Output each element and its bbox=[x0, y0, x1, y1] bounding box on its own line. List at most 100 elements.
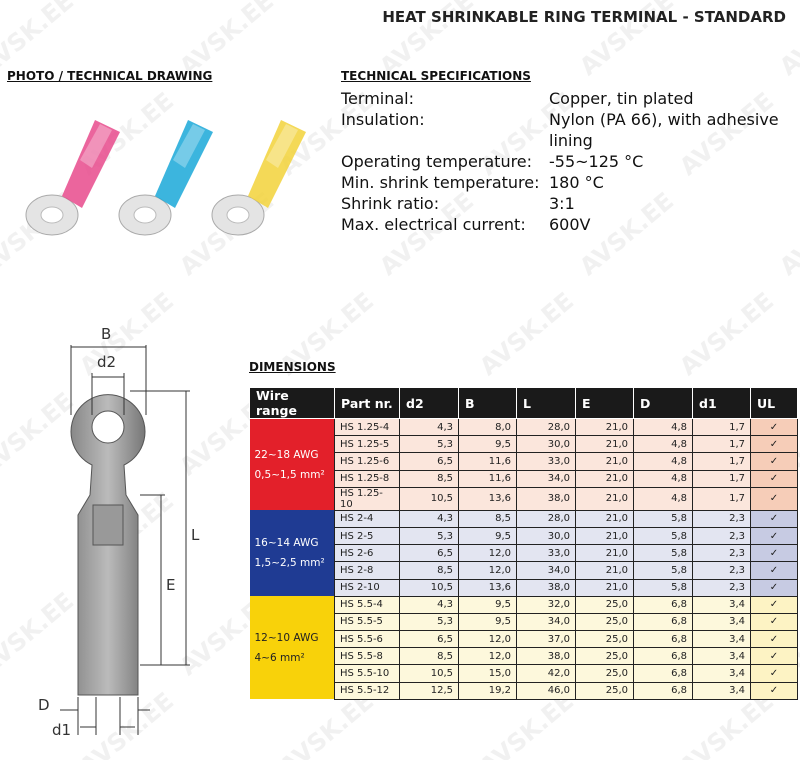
value-cell: 4,8 bbox=[633, 469, 693, 488]
spec-value: 600V bbox=[549, 215, 591, 234]
value-cell: 2,3 bbox=[692, 544, 751, 563]
value-cell: 2,3 bbox=[692, 561, 751, 580]
column-header: d1 bbox=[692, 387, 751, 419]
dimensions-heading: DIMENSIONS bbox=[249, 360, 336, 374]
value-cell: 4,3 bbox=[399, 509, 459, 528]
value-cell: 34,0 bbox=[516, 561, 576, 580]
value-cell: 5,8 bbox=[633, 561, 693, 580]
value-cell: 8,5 bbox=[399, 469, 459, 488]
table-row: HS 5.5-6 6,5 12,0 37,0 25,0 6,8 3,4 ✓ bbox=[250, 630, 798, 649]
part-number-cell: HS 5.5-10 bbox=[334, 664, 400, 683]
part-number-cell: HS 2-10 bbox=[334, 578, 400, 597]
label-d2: d2 bbox=[97, 353, 116, 371]
part-number-cell: HS 5.5-12 bbox=[334, 681, 400, 700]
spec-label: Operating temperature: bbox=[341, 152, 533, 171]
ul-check-cell: ✓ bbox=[750, 452, 798, 471]
spec-label: Shrink ratio: bbox=[341, 194, 440, 213]
table-row: HS 1.25-8 8,5 11,6 34,0 21,0 4,8 1,7 ✓ bbox=[250, 469, 798, 488]
part-number-cell: HS 5.5-4 bbox=[334, 595, 400, 614]
value-cell: 4,8 bbox=[633, 452, 693, 471]
table-row: 12~10 AWG 4~6 mm² HS 5.5-4 4,3 9,5 32,0 25,0 6,… bbox=[249, 595, 798, 700]
value-cell: 5,8 bbox=[633, 526, 693, 546]
ul-check-cell: ✓ bbox=[750, 578, 798, 597]
page-title: HEAT SHRINKABLE RING TERMINAL - STANDARD bbox=[382, 8, 786, 26]
value-cell: 32,0 bbox=[516, 595, 576, 614]
value-cell: 30,0 bbox=[516, 435, 576, 454]
value-cell: 8,5 bbox=[458, 509, 517, 528]
part-number-cell: HS 1.25-6 bbox=[334, 452, 400, 471]
value-cell: 1,7 bbox=[692, 469, 751, 488]
label-d1: d1 bbox=[52, 721, 71, 739]
value-cell: 3,4 bbox=[692, 595, 751, 614]
value-cell: 21,0 bbox=[575, 417, 634, 437]
ul-check-cell: ✓ bbox=[750, 595, 798, 614]
value-cell: 34,0 bbox=[516, 612, 576, 632]
value-cell: 25,0 bbox=[575, 612, 634, 632]
specs-heading: TECHNICAL SPECIFICATIONS bbox=[341, 69, 531, 83]
value-cell: 4,8 bbox=[633, 435, 693, 454]
table-row: HS 2-6 6,5 12,0 33,0 21,0 5,8 2,3 ✓ bbox=[250, 544, 798, 563]
value-cell: 9,5 bbox=[458, 612, 517, 632]
value-cell: 5,3 bbox=[399, 612, 459, 632]
label-D: D bbox=[38, 696, 50, 714]
watermark: AVSK.EE bbox=[474, 286, 580, 382]
value-cell: 4,8 bbox=[633, 417, 693, 437]
value-cell: 21,0 bbox=[575, 544, 634, 563]
column-header: B bbox=[458, 387, 517, 419]
wire-range-cell: 12~10 AWG 4~6 mm² bbox=[249, 596, 335, 700]
value-cell: 21,0 bbox=[575, 435, 634, 454]
part-number-cell: HS 2-6 bbox=[334, 544, 400, 563]
column-header: UL bbox=[750, 387, 798, 419]
ul-check-cell: ✓ bbox=[750, 630, 798, 649]
value-cell: 2,3 bbox=[692, 526, 751, 546]
spec-value: -55~125 °C bbox=[549, 152, 644, 171]
value-cell: 10,5 bbox=[399, 664, 459, 683]
value-cell: 6,5 bbox=[399, 452, 459, 471]
label-E: E bbox=[166, 576, 175, 594]
column-header: d2 bbox=[399, 387, 459, 419]
ul-check-cell: ✓ bbox=[750, 509, 798, 528]
spec-label: Max. electrical current: bbox=[341, 215, 526, 234]
value-cell: 3,4 bbox=[692, 630, 751, 649]
column-header: L bbox=[516, 387, 576, 419]
table-row: 16~14 AWG 1,5~2,5 mm² HS 2-4 4,3 8,5 28,0 21,0… bbox=[249, 509, 798, 597]
value-cell: 19,2 bbox=[458, 681, 517, 700]
part-number-cell: HS 2-4 bbox=[334, 509, 400, 528]
value-cell: 13,6 bbox=[458, 486, 517, 511]
table-row: HS 2-10 10,5 13,6 38,0 21,0 5,8 2,3 ✓ bbox=[250, 578, 798, 597]
value-cell: 9,5 bbox=[458, 595, 517, 614]
value-cell: 12,0 bbox=[458, 647, 517, 666]
awg-label: 22~18 AWG bbox=[254, 448, 319, 461]
column-header: D bbox=[633, 387, 693, 419]
value-cell: 25,0 bbox=[575, 647, 634, 666]
value-cell: 25,0 bbox=[575, 664, 634, 683]
table-row: HS 2-5 5,3 9,5 30,0 21,0 5,8 2,3 ✓ bbox=[250, 526, 798, 546]
table-row: HS 5.5-12 12,5 19,2 46,0 25,0 6,8 3,4 ✓ bbox=[250, 681, 798, 700]
value-cell: 12,0 bbox=[458, 561, 517, 580]
mm-label: 4~6 mm² bbox=[254, 651, 305, 664]
value-cell: 6,8 bbox=[633, 630, 693, 649]
table-row: HS 1.25-5 5,3 9,5 30,0 21,0 4,8 1,7 ✓ bbox=[250, 435, 798, 454]
value-cell: 1,7 bbox=[692, 452, 751, 471]
part-number-cell: HS 5.5-6 bbox=[334, 630, 400, 649]
part-number-cell: HS 5.5-5 bbox=[334, 612, 400, 632]
part-number-cell: HS 1.25-10 bbox=[334, 486, 400, 511]
value-cell: 1,7 bbox=[692, 486, 751, 511]
column-header: E bbox=[575, 387, 634, 419]
value-cell: 6,5 bbox=[399, 630, 459, 649]
spec-label: Terminal: bbox=[341, 89, 415, 108]
value-cell: 28,0 bbox=[516, 417, 576, 437]
ul-check-cell: ✓ bbox=[750, 664, 798, 683]
ul-check-cell: ✓ bbox=[750, 417, 798, 437]
value-cell: 6,8 bbox=[633, 664, 693, 683]
spec-value: Copper, tin plated bbox=[549, 89, 694, 108]
mm-label: 0,5~1,5 mm² bbox=[254, 468, 325, 481]
ul-check-cell: ✓ bbox=[750, 647, 798, 666]
wire-range-cell: 16~14 AWG 1,5~2,5 mm² bbox=[249, 510, 335, 597]
photo-heading: PHOTO / TECHNICAL DRAWING bbox=[7, 69, 213, 83]
value-cell: 21,0 bbox=[575, 561, 634, 580]
ul-check-cell: ✓ bbox=[750, 435, 798, 454]
value-cell: 34,0 bbox=[516, 469, 576, 488]
ul-check-cell: ✓ bbox=[750, 526, 798, 546]
spec-label: Insulation: bbox=[341, 110, 425, 129]
